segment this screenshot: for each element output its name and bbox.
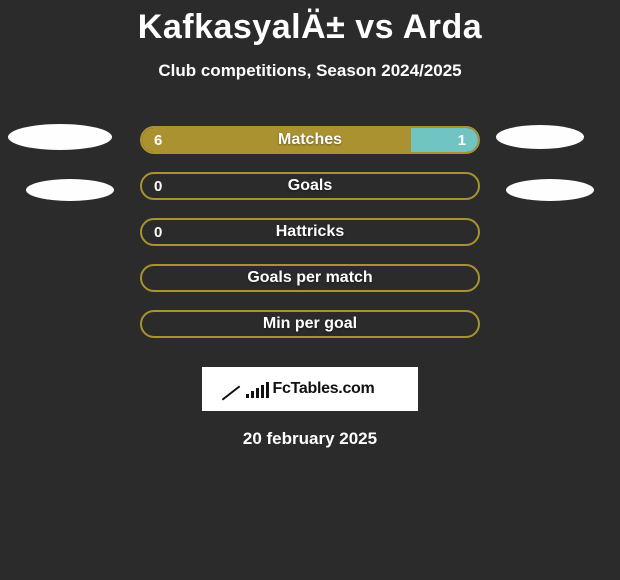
stat-row: 0Goals — [0, 163, 620, 209]
date-label: 20 february 2025 — [0, 429, 620, 449]
logo-bar-segment — [251, 391, 254, 398]
logo-bar-segment — [246, 394, 249, 398]
logo-bars-icon — [246, 380, 269, 398]
stat-row: 61Matches — [0, 117, 620, 163]
stat-bar: 0Hattricks — [140, 218, 480, 246]
stat-label: Matches — [142, 128, 478, 152]
stat-label: Goals — [142, 174, 478, 198]
logo-bar-segment — [266, 382, 269, 398]
stat-bar: 0Goals — [140, 172, 480, 200]
stat-bar: 61Matches — [140, 126, 480, 154]
stat-label: Min per goal — [142, 312, 478, 336]
stat-label: Goals per match — [142, 266, 478, 290]
brand-logo-inner: FcTables.com — [246, 380, 375, 398]
logo-bar-segment — [261, 385, 264, 398]
comparison-card: KafkasyalÄ± vs Arda Club competitions, S… — [0, 0, 620, 580]
stats-rows: 61Matches 0Goals 0Hattricks Goals per match… — [0, 117, 620, 347]
stat-row: 0Hattricks — [0, 209, 620, 255]
stat-bar: Goals per match — [140, 264, 480, 292]
logo-bar-segment — [256, 388, 259, 398]
brand-logo-text: FcTables.com — [273, 380, 375, 398]
subtitle: Club competitions, Season 2024/2025 — [0, 61, 620, 81]
stat-row: Min per goal — [0, 301, 620, 347]
stat-label: Hattricks — [142, 220, 478, 244]
stat-row: Goals per match — [0, 255, 620, 301]
brand-logo: FcTables.com — [202, 367, 418, 411]
logo-trendline-icon — [221, 385, 240, 400]
stat-bar: Min per goal — [140, 310, 480, 338]
page-title: KafkasyalÄ± vs Arda — [0, 8, 620, 47]
